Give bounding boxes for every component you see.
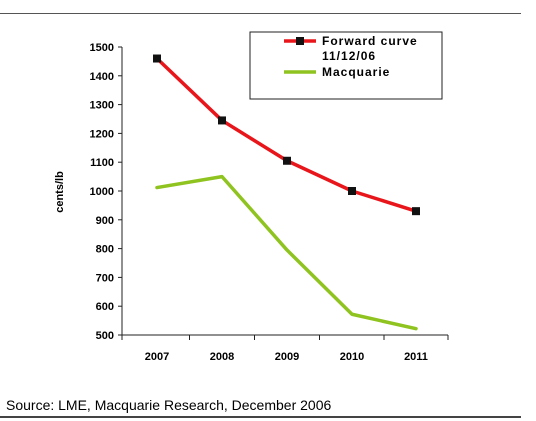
y-tick-label: 500	[96, 330, 114, 342]
data-point-marker	[283, 156, 291, 165]
top-rule	[0, 13, 521, 14]
legend-label-forward-curve: 11/12/06	[322, 49, 376, 63]
data-point-marker	[348, 187, 356, 195]
x-tick-label: 2011	[404, 351, 428, 363]
y-tick-label: 1000	[90, 186, 114, 198]
y-tick-label: 1300	[90, 100, 114, 112]
legend-marker-forward-curve	[296, 37, 304, 45]
x-tick-label: 2010	[340, 351, 364, 363]
data-point-marker	[153, 54, 161, 63]
data-point-marker	[218, 116, 226, 125]
x-tick-label: 2009	[275, 351, 299, 363]
legend-box	[249, 31, 443, 100]
source-note: Source: LME, Macquarie Research, Decembe…	[6, 397, 332, 413]
y-tick-label: 1400	[90, 71, 114, 83]
data-point-marker	[412, 207, 420, 216]
y-tick-label: 1200	[90, 128, 114, 140]
legend-label-macquarie: Macquarie	[322, 65, 390, 79]
y-tick-label: 600	[96, 301, 114, 313]
y-tick-label: 700	[96, 272, 114, 284]
legend-label-forward-curve: Forward curve	[322, 34, 418, 48]
bottom-rule	[0, 416, 521, 418]
x-tick-label: 2007	[145, 351, 169, 363]
y-tick-label: 1100	[90, 157, 114, 169]
series-line-macquarie	[155, 174, 418, 331]
y-tick-label: 900	[96, 215, 114, 227]
y-tick-label: 800	[96, 244, 114, 256]
x-tick-label: 2008	[210, 351, 234, 363]
y-axis-title: cents/lb	[54, 171, 66, 213]
y-tick-label: 1500	[90, 42, 114, 54]
